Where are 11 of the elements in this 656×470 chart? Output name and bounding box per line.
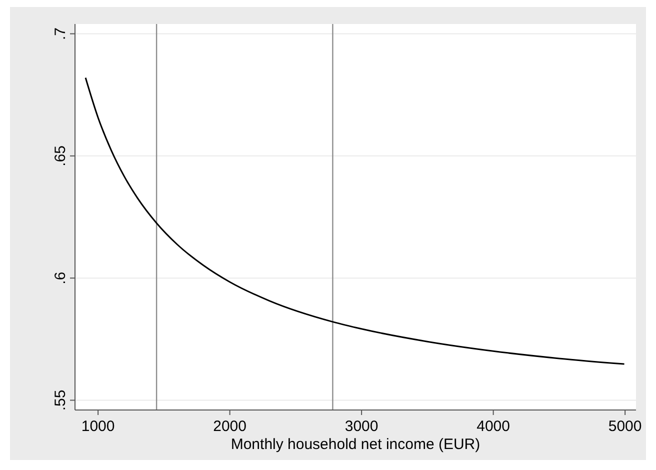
y-tick-label: .55 bbox=[52, 390, 69, 411]
x-tick-label: 1000 bbox=[81, 418, 115, 435]
y-tick-label: .7 bbox=[52, 28, 69, 40]
line-series bbox=[84, 76, 626, 365]
x-tick-label: 2000 bbox=[213, 418, 246, 435]
y-tick-label: .65 bbox=[52, 145, 69, 166]
x-tick-label: 3000 bbox=[344, 418, 378, 435]
x-tick-label: 5000 bbox=[608, 418, 642, 435]
y-tick-label: .6 bbox=[52, 272, 69, 284]
x-tick-label: 4000 bbox=[476, 418, 510, 435]
x-axis-title: Monthly household net income (EUR) bbox=[230, 436, 480, 453]
